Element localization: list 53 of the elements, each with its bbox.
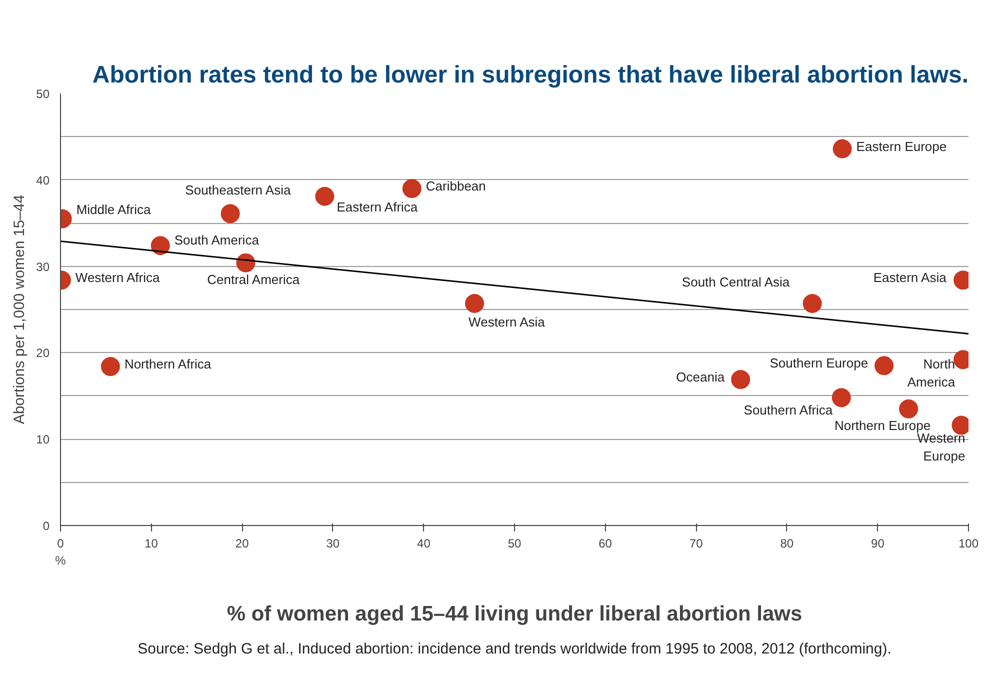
x-tick-label: 60 bbox=[598, 536, 612, 550]
x-tick-label: 30 bbox=[326, 536, 340, 550]
point bbox=[832, 139, 852, 158]
source-note: Source: Sedgh G et al., Induced abortion: incidence and trends worldwide from 1995 to 2008, 2012 (forthcoming). bbox=[138, 640, 892, 658]
annotation: Central America bbox=[207, 272, 300, 287]
point bbox=[220, 204, 240, 224]
text: % bbox=[55, 553, 66, 568]
annotation: Southern Africa bbox=[744, 402, 834, 418]
point bbox=[402, 179, 422, 198]
x-tick-label: 10 bbox=[144, 536, 158, 550]
x-tick-label: 40 bbox=[417, 536, 431, 550]
annotation: Northern Europe bbox=[834, 418, 931, 433]
y-tick-label: 30 bbox=[36, 260, 50, 274]
x-tick-label: 20 bbox=[235, 536, 250, 550]
y-tick-label: 40 bbox=[36, 173, 50, 188]
annotation: Caribbean bbox=[426, 178, 486, 194]
y-tick-label: 50 bbox=[36, 87, 50, 101]
annotation: South America bbox=[174, 232, 260, 248]
point bbox=[100, 357, 120, 376]
point bbox=[236, 253, 256, 272]
x-tick-label: 0 bbox=[57, 536, 64, 550]
y-tick-label: 0 bbox=[42, 519, 50, 533]
point bbox=[899, 399, 918, 418]
point bbox=[731, 370, 750, 389]
annotation: Middle Africa bbox=[76, 202, 152, 217]
y-axis-title: Abortions per 1,000 women 15–44 bbox=[11, 194, 28, 424]
point bbox=[315, 186, 334, 206]
point bbox=[465, 294, 484, 313]
chart-title: Abortion rates tend to be lower in subregions that have liberal abortion laws. bbox=[92, 62, 969, 88]
x-tick-label: 50 bbox=[508, 536, 522, 550]
annotation: North America bbox=[907, 356, 956, 390]
annotation: Eastern Europe bbox=[856, 138, 947, 154]
annotation: Northern Africa bbox=[124, 356, 212, 372]
x-tick-label: 100 bbox=[958, 536, 979, 550]
x-tick-label: 70 bbox=[689, 536, 704, 550]
y-tick-label: 10 bbox=[36, 432, 50, 447]
y-tick-label: 20 bbox=[36, 346, 50, 360]
annotation: Western Europe bbox=[917, 430, 966, 464]
point bbox=[150, 236, 170, 256]
annotation: Oceania bbox=[676, 369, 726, 384]
x-tick-label: 90 bbox=[871, 536, 885, 550]
annotation: Southern Europe bbox=[770, 356, 868, 371]
annotation: Eastern Asia bbox=[873, 270, 948, 286]
point bbox=[802, 294, 822, 313]
annotation: Eastern Africa bbox=[336, 199, 418, 214]
annotation: South Central Asia bbox=[682, 274, 790, 290]
point bbox=[832, 388, 851, 408]
annotation: Western Africa bbox=[75, 270, 160, 286]
annotation: Southeastern Asia bbox=[185, 182, 292, 198]
x-tick-label: 80 bbox=[780, 536, 794, 550]
annotation: Western Asia bbox=[468, 314, 546, 330]
x-axis-title: % of women aged 15–44 living under liberal abortion laws bbox=[226, 602, 802, 626]
point bbox=[874, 356, 894, 376]
